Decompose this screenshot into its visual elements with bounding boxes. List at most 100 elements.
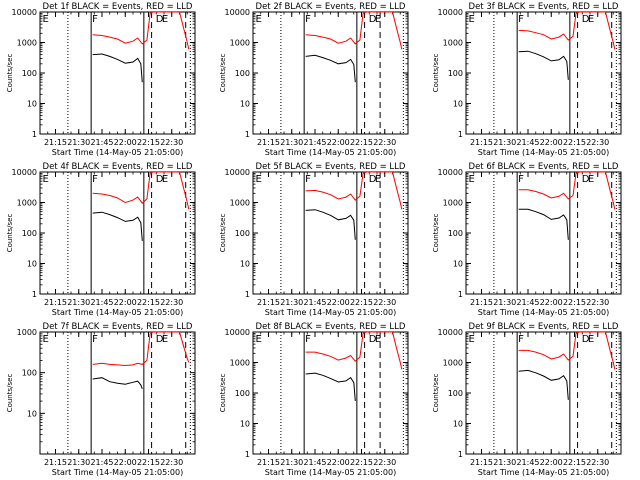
- interval-marker-label: E: [588, 334, 594, 345]
- x-tick-label: 21:15: [470, 458, 493, 467]
- x-tick-label: 21:30: [280, 138, 303, 147]
- y-tick-label: 1: [32, 130, 37, 139]
- y-axis-label: Counts/sec: [6, 54, 14, 93]
- interval-marker-label: D: [582, 334, 590, 345]
- y-tick-label: 10000: [225, 328, 250, 337]
- y-axis-label: Counts/sec: [6, 374, 14, 413]
- panel-title: Det 1f BLACK = Events, RED = LLD: [43, 2, 193, 12]
- detector-panel-1: Det 1f BLACK = Events, RED = LLD 1 10 100 10…: [6, 2, 196, 157]
- x-tick-label: 22:15: [137, 458, 160, 467]
- x-axis-label: Start Time (14-May-05 21:05:00): [52, 308, 183, 317]
- x-tick-label: 21:15: [470, 138, 493, 147]
- x-tick-label: 22:00: [540, 138, 563, 147]
- x-tick-label: 21:15: [44, 458, 67, 467]
- x-tick-label: 22:15: [350, 138, 373, 147]
- y-tick-label: 10: [27, 409, 37, 418]
- x-tick-label: 21:15: [257, 298, 280, 307]
- y-tick-label: 100: [235, 69, 250, 78]
- y-tick-label: 1: [458, 450, 463, 459]
- interval-marker-label: E: [469, 14, 475, 25]
- y-tick-label: 1: [245, 130, 250, 139]
- interval-marker-label: D: [582, 14, 590, 25]
- x-tick-label: 21:45: [303, 138, 326, 147]
- interval-marker-label: D: [369, 334, 377, 345]
- x-tick-label: 21:45: [90, 138, 113, 147]
- series-events-line: [92, 211, 143, 241]
- y-tick-label: 10000: [438, 8, 463, 17]
- interval-marker-label: E: [162, 334, 168, 345]
- x-tick-label: 22:15: [563, 458, 586, 467]
- interval-marker-label: E: [375, 334, 381, 345]
- x-axis-label: Start Time (14-May-05 21:05:00): [478, 148, 609, 157]
- y-tick-label: 10000: [438, 328, 463, 337]
- y-axis-label: Counts/sec: [6, 214, 14, 253]
- y-tick-label: 1: [245, 450, 250, 459]
- y-tick-label: 100: [22, 229, 37, 238]
- x-tick-label: 22:30: [160, 138, 183, 147]
- interval-marker-label: E: [162, 14, 168, 25]
- y-tick-label: 1: [245, 290, 250, 299]
- x-axis-label: Start Time (14-May-05 21:05:00): [265, 308, 396, 317]
- y-tick-label: 10: [240, 260, 250, 269]
- x-tick-label: 22:30: [160, 298, 183, 307]
- series-events-line: [92, 53, 143, 83]
- y-tick-label: 1000: [443, 199, 463, 208]
- plot-frame: [252, 171, 409, 295]
- y-tick-label: 1000: [230, 359, 250, 368]
- y-tick-label: 100: [235, 229, 250, 238]
- x-tick-label: 21:45: [516, 458, 539, 467]
- panel-title: Det 8f BLACK = Events, RED = LLD: [256, 322, 406, 332]
- y-axis-label: Counts/sec: [432, 54, 440, 93]
- interval-marker-label: D: [369, 14, 377, 25]
- y-tick-label: 10000: [12, 8, 37, 17]
- series-events-line: [518, 208, 569, 240]
- interval-marker-label: F: [92, 174, 98, 185]
- series-events-line: [518, 50, 569, 80]
- interval-marker-label: F: [305, 174, 311, 185]
- x-tick-label: 21:30: [67, 138, 90, 147]
- interval-marker-label: F: [518, 334, 524, 345]
- x-tick-label: 21:45: [303, 298, 326, 307]
- interval-marker-label: F: [518, 174, 524, 185]
- y-tick-label: 10: [453, 260, 463, 269]
- x-tick-label: 22:30: [586, 298, 609, 307]
- series-lld-line: [92, 172, 190, 210]
- detector-panel-4: Det 4f BLACK = Events, RED = LLD 1 10 100 10…: [6, 162, 196, 317]
- x-tick-label: 21:45: [90, 458, 113, 467]
- y-axis-label: Counts/sec: [219, 214, 227, 253]
- y-tick-label: 100: [22, 69, 37, 78]
- detector-panel-6: Det 6f BLACK = Events, RED = LLD 1 10 100 10…: [432, 162, 622, 317]
- x-tick-label: 21:15: [257, 138, 280, 147]
- x-axis-label: Start Time (14-May-05 21:05:00): [52, 148, 183, 157]
- interval-marker-label: D: [156, 174, 164, 185]
- x-tick-label: 22:15: [350, 458, 373, 467]
- y-tick-label: 10000: [225, 168, 250, 177]
- plot-frame: [465, 331, 622, 455]
- interval-marker-label: D: [582, 174, 590, 185]
- x-tick-label: 21:15: [470, 298, 493, 307]
- x-axis-label: Start Time (14-May-05 21:05:00): [265, 468, 396, 477]
- x-tick-label: 22:00: [540, 298, 563, 307]
- y-tick-label: 1000: [17, 328, 37, 337]
- interval-marker-label: F: [92, 334, 98, 345]
- series-lld-line: [518, 332, 616, 370]
- x-tick-label: 21:30: [67, 298, 90, 307]
- plot-frame: [39, 331, 196, 455]
- x-tick-label: 21:15: [44, 298, 67, 307]
- x-tick-label: 22:15: [563, 298, 586, 307]
- y-tick-label: 100: [235, 389, 250, 398]
- y-tick-label: 10000: [438, 168, 463, 177]
- y-tick-label: 1000: [230, 199, 250, 208]
- interval-marker-label: E: [375, 174, 381, 185]
- interval-marker-label: E: [469, 174, 475, 185]
- x-tick-label: 21:45: [90, 298, 113, 307]
- panel-title: Det 7f BLACK = Events, RED = LLD: [43, 322, 193, 332]
- detector-panel-2: Det 2f BLACK = Events, RED = LLD 1 10 100 10…: [219, 2, 409, 157]
- interval-marker-label: E: [469, 334, 475, 345]
- y-tick-label: 1000: [17, 199, 37, 208]
- x-tick-label: 21:30: [67, 458, 90, 467]
- y-tick-label: 1: [32, 290, 37, 299]
- y-tick-label: 1: [458, 130, 463, 139]
- interval-marker-label: F: [305, 14, 311, 25]
